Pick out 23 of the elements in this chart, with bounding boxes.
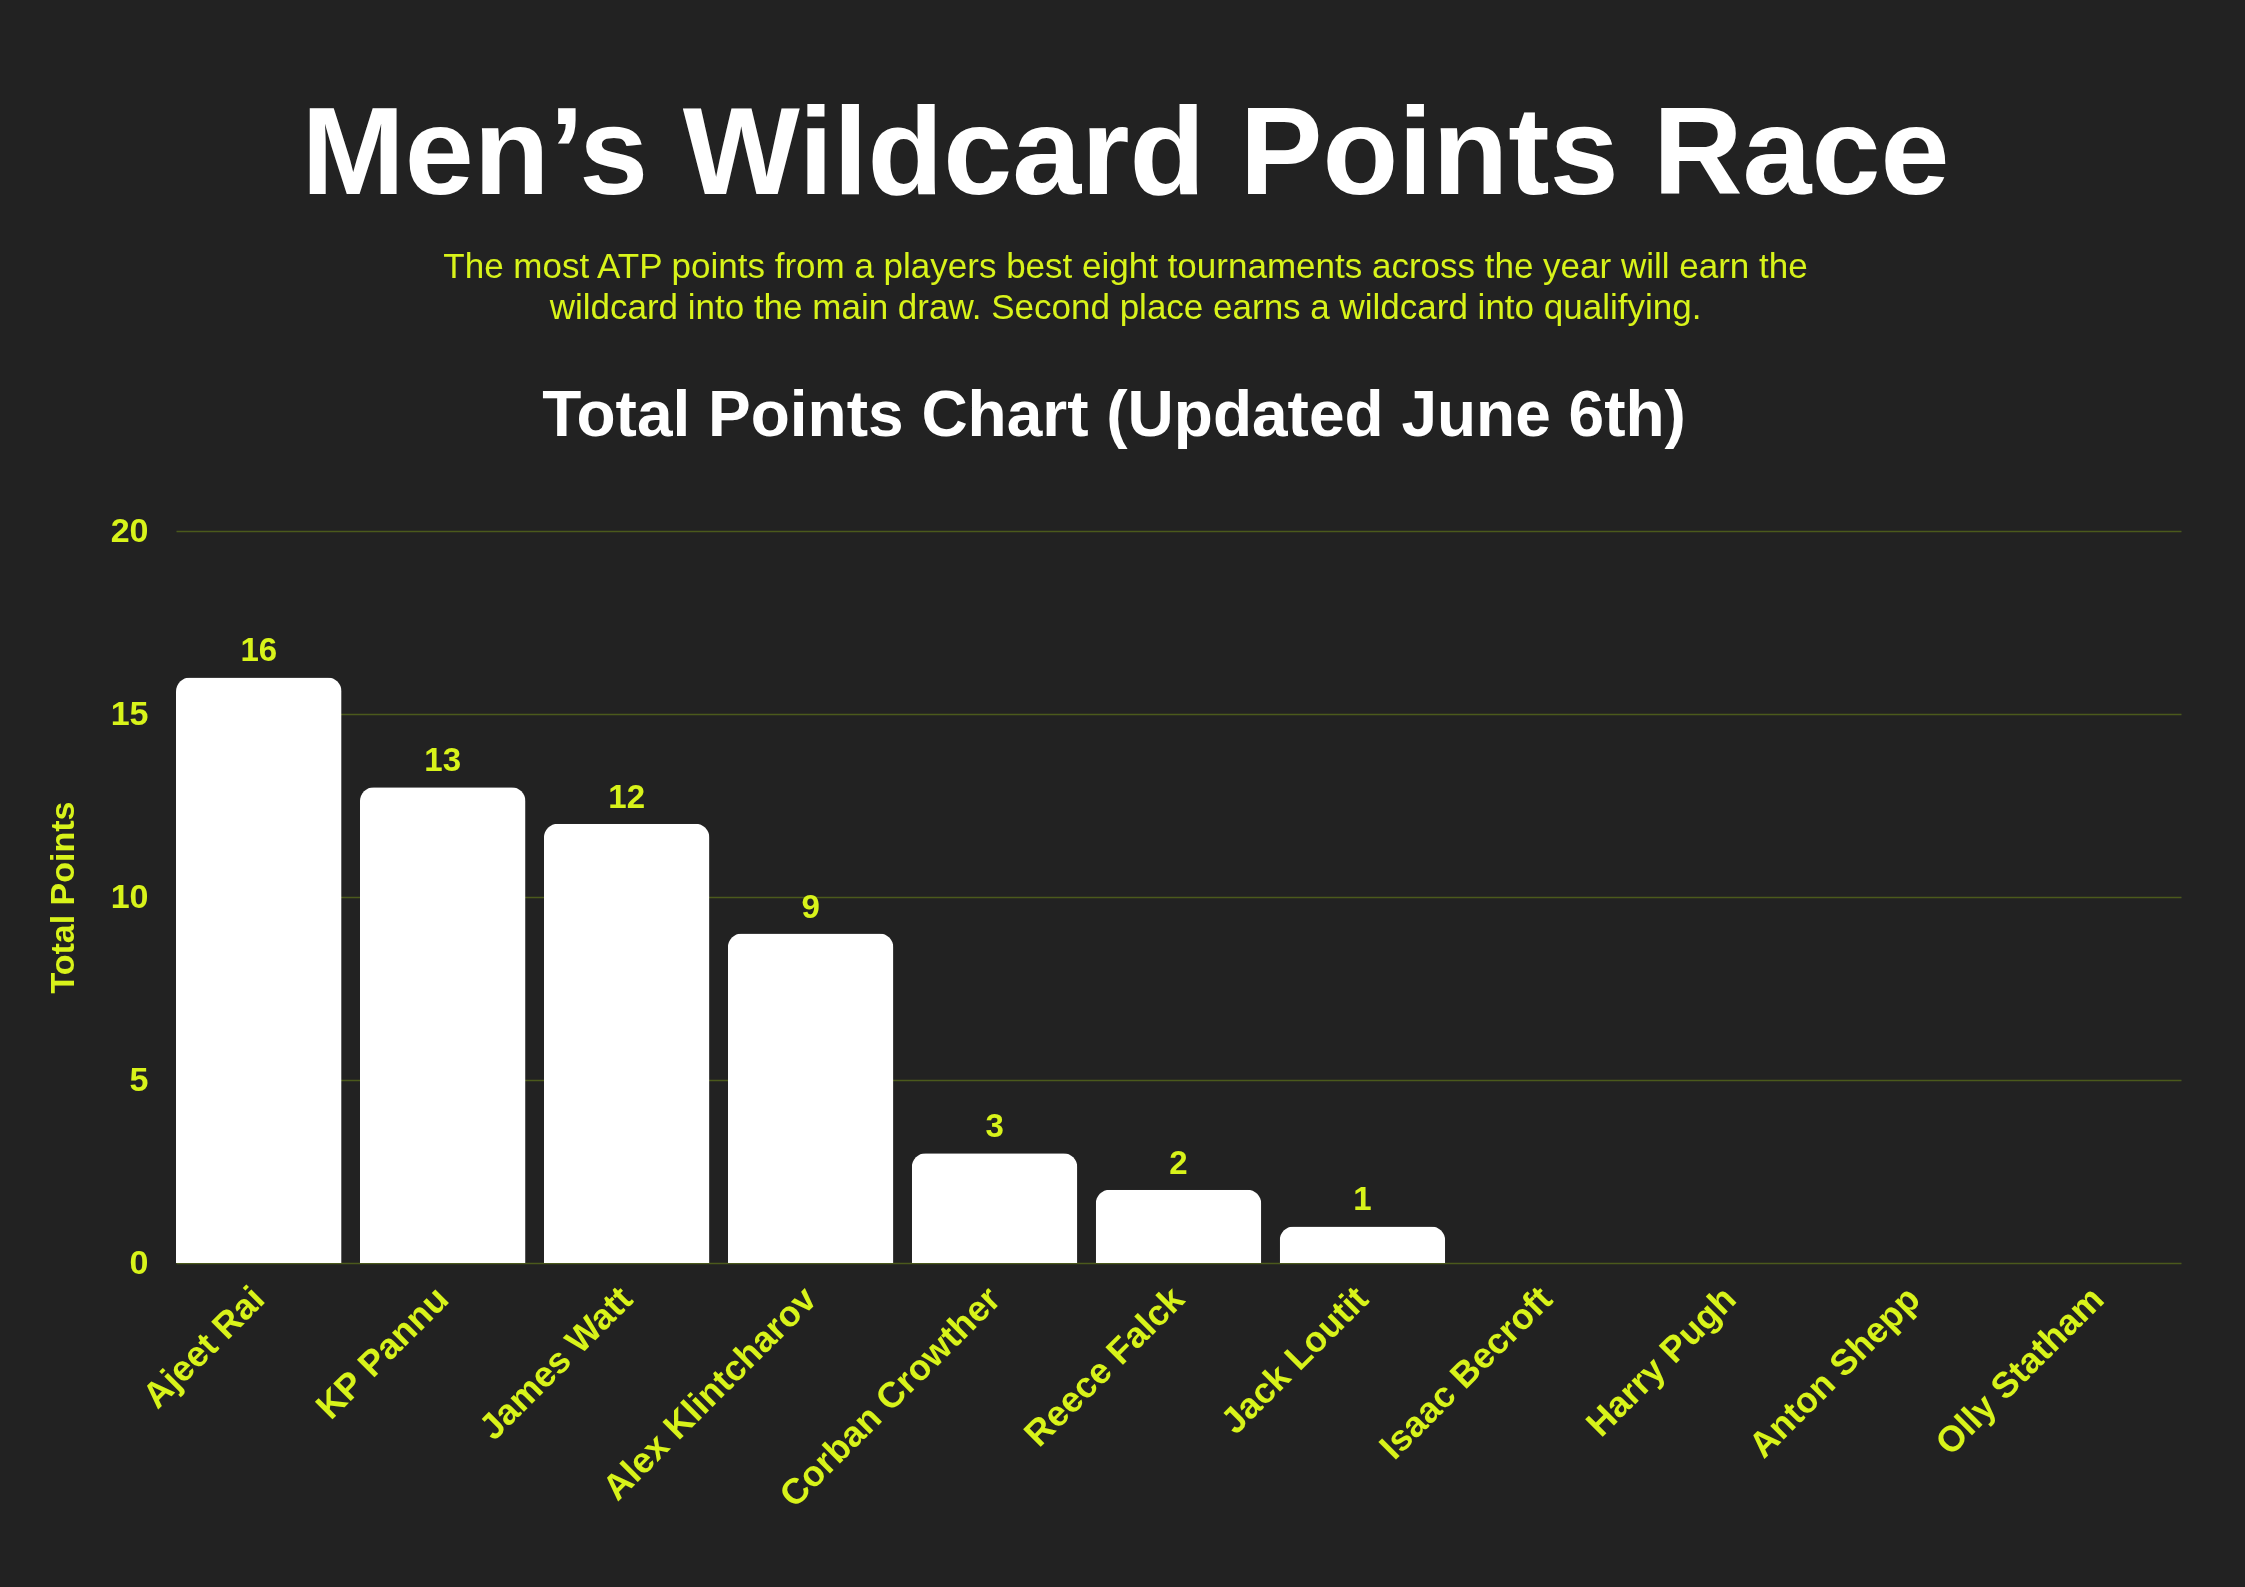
bar (727, 933, 894, 1263)
bar (543, 823, 710, 1263)
data-label: 13 (424, 741, 462, 779)
chart-title: Men’s Wildcard Points Race (301, 82, 1950, 220)
bar (1095, 1189, 1262, 1263)
data-label: 9 (801, 887, 820, 925)
chart-subtitle: The most ATP points from a players best eight tournaments across the year will earn the wildcard into the main draw. Second place earns a wildcard into qualifying. (443, 246, 1808, 326)
data-label: 3 (985, 1107, 1004, 1145)
bar (359, 787, 526, 1263)
y-tick-label: 0 (129, 1242, 149, 1281)
y-tick-label: 5 (129, 1059, 149, 1098)
data-label: 12 (608, 777, 646, 815)
data-label: 2 (1169, 1143, 1188, 1181)
text: Total Points Chart (Updated June 6th) (542, 378, 1686, 450)
y-axis-title: Total Points (42, 801, 81, 994)
y-tick-label: 10 (110, 876, 149, 915)
y-tick-label: 20 (110, 510, 149, 549)
bar (911, 1153, 1078, 1263)
data-label: 16 (240, 631, 278, 669)
bar (176, 677, 342, 1263)
y-tick-label: 15 (110, 693, 149, 732)
data-label: 1 (1353, 1180, 1372, 1218)
bar (1279, 1226, 1446, 1263)
